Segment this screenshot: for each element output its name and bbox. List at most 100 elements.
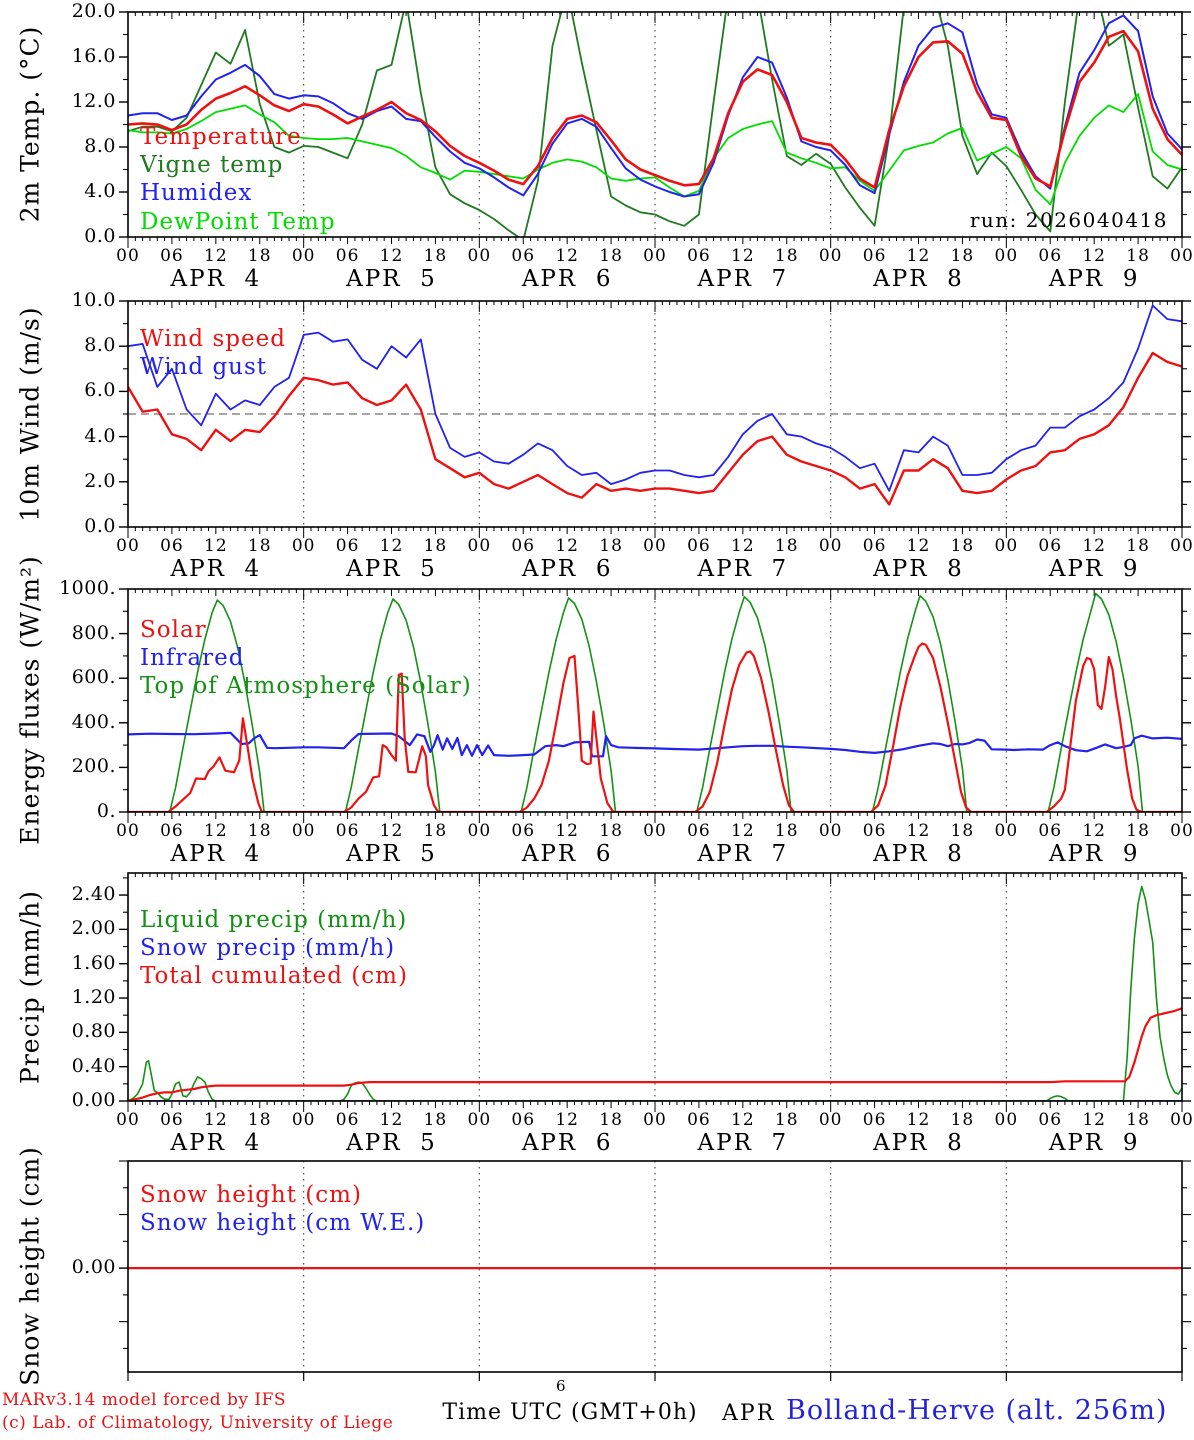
- y-tick-label: 12.0: [71, 90, 116, 112]
- x-tick-label: 12: [555, 536, 579, 556]
- x-tick-label: 00: [467, 821, 492, 841]
- x-tick-label: 18: [1126, 1110, 1150, 1130]
- x-tick-label: 00: [1170, 246, 1194, 266]
- day-label: APR 8: [873, 841, 964, 867]
- x-tick-label: 00: [994, 536, 1019, 556]
- x-tick-label: 00: [1170, 1110, 1194, 1130]
- x-tick-label: 12: [379, 246, 404, 266]
- y-tick-label: 16.0: [71, 45, 116, 67]
- x-tick-label: 12: [204, 821, 228, 841]
- x-tick-label: 18: [423, 1110, 448, 1130]
- x-tick-label: 06: [160, 821, 184, 841]
- x-tick-label: 18: [599, 536, 623, 556]
- y-tick-label: 6.0: [84, 379, 116, 402]
- x-tick-label: 00: [643, 536, 667, 556]
- x-tick-label: 12: [906, 821, 931, 841]
- x-tick-label: 06: [687, 246, 711, 266]
- x-tick-label: 18: [599, 821, 623, 841]
- x-tick-label: 06: [862, 536, 887, 556]
- x-tick-label: 12: [731, 1110, 755, 1130]
- day-label: APR 8: [873, 1130, 964, 1156]
- y-tick-label: 4.0: [84, 424, 116, 447]
- x-axis-title: Time UTC (GMT+0h): [442, 1400, 698, 1425]
- x-tick-label: 00: [116, 536, 140, 556]
- x-tick-label: 06: [687, 821, 711, 841]
- series-total-cumulated: [128, 1007, 1182, 1101]
- x-tick-label: 00: [467, 536, 492, 556]
- day-label: APR 6: [521, 841, 613, 867]
- x-tick-label: 06: [1038, 1110, 1063, 1130]
- month-label: APR: [722, 1401, 776, 1426]
- legend-dewpoint-temp: DewPoint Temp: [140, 208, 336, 235]
- x-tick-label: 06: [1038, 821, 1063, 841]
- x-tick-label: 12: [731, 246, 755, 266]
- day-label: APR 4: [170, 266, 262, 292]
- y-tick-label: 0.0: [84, 515, 116, 537]
- x-tick-label: 06: [862, 821, 887, 841]
- x-tick-label: 12: [1082, 821, 1106, 841]
- x-tick-label: 18: [1126, 246, 1150, 266]
- x-tick-label: 12: [379, 536, 404, 556]
- wind-panel: [119, 300, 1191, 538]
- x-tick-label: 00: [1170, 536, 1194, 556]
- day-label: APR 9: [1048, 556, 1140, 582]
- day-label: APR 4: [170, 841, 262, 867]
- x-tick-label: 06: [862, 1110, 887, 1130]
- x-tick-label: 18: [247, 1110, 272, 1130]
- x-tick-label: 00: [467, 246, 492, 266]
- y-tick-label: 400.: [71, 710, 116, 733]
- x-tick-label: 06: [687, 1110, 711, 1130]
- day-label: APR 6: [521, 556, 613, 582]
- run-label: run: 2026040418: [969, 208, 1168, 232]
- day-label: APR 7: [697, 1130, 789, 1156]
- x-tick-label: 12: [1082, 246, 1106, 266]
- station-label: Bolland-Herve (alt. 256m): [786, 1395, 1168, 1426]
- legend-infrared: Infrared: [140, 645, 245, 672]
- legend-top-of-atmosphere-solar: Top of Atmosphere (Solar): [140, 673, 472, 700]
- y-tick-label: 4.0: [84, 180, 116, 202]
- x-tick-label: 00: [291, 536, 316, 556]
- y-tick-label: 200.: [71, 755, 116, 778]
- x-tick-label: 06: [687, 536, 711, 556]
- y-tick-label: 800.: [71, 621, 116, 644]
- day-label: APR 6: [521, 1130, 613, 1156]
- day-label: APR 5: [346, 556, 437, 582]
- day-label: APR 8: [873, 266, 964, 292]
- legend-snow-height-cm-w-e: Snow height (cm W.E.): [140, 1210, 426, 1237]
- x-tick-label: 06: [335, 1110, 360, 1130]
- y-tick-label: 0.: [96, 800, 116, 822]
- x-tick-label: 00: [643, 246, 667, 266]
- temperature-panel: [119, 11, 1191, 248]
- x-tick-label: 18: [423, 536, 448, 556]
- series-dewpoint-temp: [128, 93, 1182, 206]
- x-tick-label: 00: [116, 246, 140, 266]
- series-wind-gust: [128, 304, 1182, 492]
- x-tick-label: 00: [818, 821, 843, 841]
- legend-wind-gust: Wind gust: [140, 354, 268, 381]
- snow-panel: [119, 1160, 1191, 1381]
- x-tick-label: 00: [818, 536, 843, 556]
- x-tick-label: 18: [950, 246, 975, 266]
- x-tick-label: 06: [335, 246, 360, 266]
- y-tick-label: 10.0: [71, 289, 116, 311]
- x-tick-label: 00: [643, 821, 667, 841]
- x-tick-label: 00: [291, 821, 316, 841]
- x-tick-label: 18: [950, 536, 975, 556]
- x-tick-label: 12: [555, 246, 579, 266]
- series-solar: [128, 642, 1182, 812]
- x-tick-label: 18: [774, 536, 799, 556]
- x-tick-label: 18: [950, 1110, 975, 1130]
- legend-vigne-temp: Vigne temp: [140, 152, 284, 179]
- x-tick-label: 00: [291, 246, 316, 266]
- x-tick-label: 12: [379, 821, 404, 841]
- x-tick-label: 12: [379, 1110, 404, 1130]
- energy-panel: [119, 588, 1191, 823]
- y-tick-label: 0.00: [71, 1089, 116, 1111]
- x-tick-label: 18: [1126, 536, 1150, 556]
- day-label: APR 5: [346, 266, 437, 292]
- y-tick-label: 2.0: [84, 469, 116, 492]
- legend-snow-height-cm: Snow height (cm): [140, 1182, 362, 1208]
- day-label: APR 8: [873, 556, 964, 582]
